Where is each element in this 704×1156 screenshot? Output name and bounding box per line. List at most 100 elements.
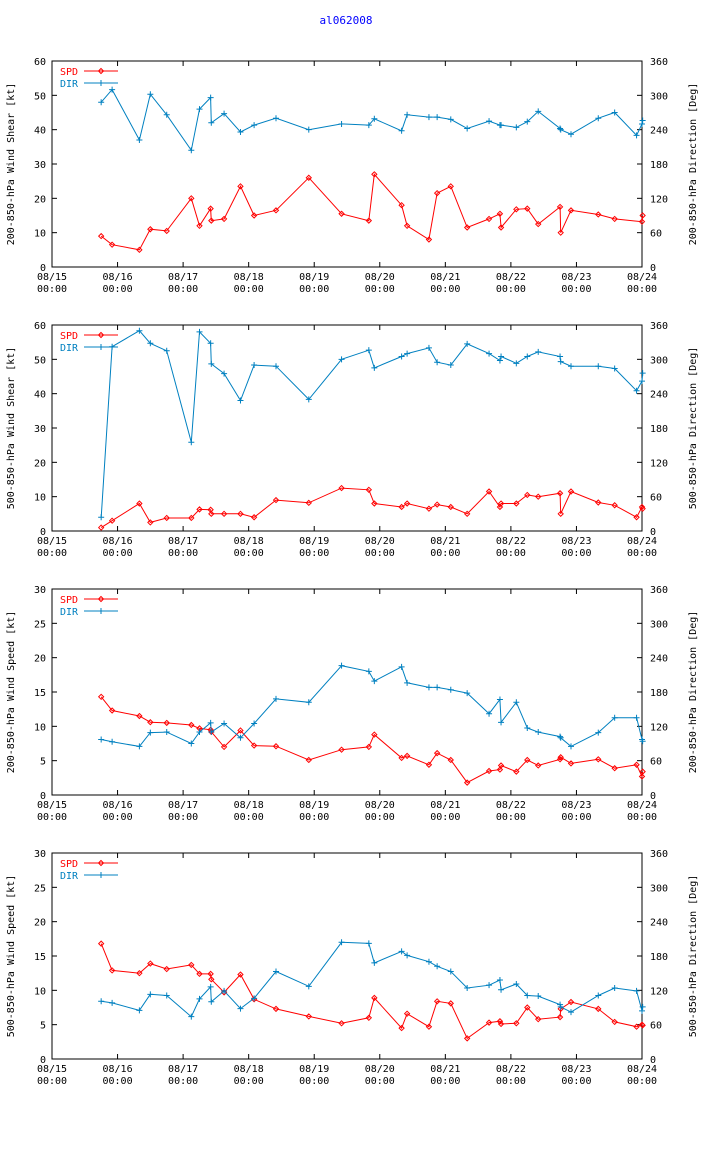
spd-point — [398, 754, 405, 762]
spd-point — [136, 500, 143, 507]
x-tick-label-time: 00:00 — [430, 812, 460, 823]
spd-point — [208, 217, 215, 224]
spd-point — [196, 970, 203, 978]
spd-point — [638, 773, 646, 780]
dir-point — [305, 396, 312, 403]
dir-point — [371, 959, 378, 966]
chart-4: 05101520253006012018024030036008/1500:00… — [6, 849, 699, 1087]
dir-point — [147, 729, 154, 736]
dir-point — [464, 985, 471, 992]
spd-point — [611, 502, 618, 509]
x-tick-label-date: 08/19 — [299, 536, 329, 547]
x-tick-label-date: 08/16 — [103, 272, 133, 283]
spd-point — [433, 749, 441, 757]
spd-point — [595, 499, 602, 506]
y2-tick-label: 300 — [650, 355, 668, 366]
x-tick-label-time: 00:00 — [496, 548, 526, 559]
y2-tick-label: 0 — [650, 527, 656, 538]
y-tick-label: 15 — [34, 952, 46, 963]
spd-point — [524, 205, 531, 212]
spd-point — [108, 967, 116, 974]
y2-tick-label: 180 — [650, 424, 668, 435]
spd-line — [100, 487, 644, 529]
spd-point — [338, 484, 345, 492]
spd-point — [207, 970, 214, 978]
x-tick-label-date: 08/21 — [430, 536, 460, 547]
legend-dir-marker — [98, 344, 104, 350]
y-tick-label: 20 — [34, 654, 46, 665]
dir-point — [524, 992, 531, 999]
dir-point — [338, 662, 345, 669]
spd-point — [403, 222, 411, 230]
spd-point — [485, 215, 493, 223]
dir-point — [98, 99, 105, 106]
y2-tick-label: 120 — [650, 458, 668, 469]
y-axis-label: 500-850-hPa Wind Shear [kt] — [6, 347, 17, 510]
x-tick-label-time: 00:00 — [561, 548, 591, 559]
dir-point — [188, 740, 195, 747]
y-tick-label: 5 — [40, 757, 46, 768]
legend-spd-marker — [97, 595, 105, 603]
spd-point — [633, 1023, 640, 1030]
spd-point — [250, 514, 258, 521]
spd-point — [237, 510, 244, 518]
x-tick-label-time: 00:00 — [37, 1076, 67, 1087]
dir-point — [404, 350, 411, 357]
spd-point — [365, 486, 373, 494]
dir-point — [251, 122, 258, 129]
dir-point — [208, 119, 215, 126]
dir-point — [163, 992, 170, 999]
spd-point — [365, 1014, 373, 1022]
x-tick-label-date: 08/15 — [37, 800, 67, 811]
dir-point — [434, 684, 441, 691]
y2-tick-label: 120 — [650, 722, 668, 733]
x-tick-label-time: 00:00 — [496, 812, 526, 823]
dir-point — [196, 328, 203, 335]
x-tick-label-date: 08/22 — [496, 536, 526, 547]
y2-tick-label: 360 — [650, 57, 668, 68]
dir-line — [100, 88, 644, 152]
x-tick-label-time: 00:00 — [627, 812, 657, 823]
x-tick-label-time: 00:00 — [627, 284, 657, 295]
dir-point — [365, 347, 372, 354]
legend-spd-label: SPD — [60, 859, 78, 870]
dir-point — [338, 939, 345, 946]
dir-point — [163, 347, 170, 354]
y2-tick-label: 120 — [650, 194, 668, 205]
spd-point — [365, 743, 373, 751]
y2-tick-label: 60 — [650, 757, 662, 768]
spd-point — [556, 1013, 564, 1021]
dir-point — [639, 370, 646, 377]
dir-point — [498, 353, 505, 360]
dir-point — [98, 514, 105, 521]
spd-point — [237, 727, 244, 734]
x-tick-label-date: 08/16 — [103, 800, 133, 811]
x-tick-label-date: 08/18 — [234, 272, 264, 283]
x-tick-label-time: 00:00 — [234, 548, 264, 559]
spd-point — [611, 765, 618, 772]
spd-point — [237, 971, 244, 978]
dir-point — [496, 696, 503, 703]
dir-point — [208, 998, 215, 1005]
spd-point — [250, 742, 258, 749]
spd-point — [556, 203, 564, 211]
dir-point — [486, 982, 493, 989]
dir-point — [147, 340, 154, 347]
dir-point — [633, 987, 640, 994]
dir-point — [524, 353, 531, 360]
dir-point — [136, 327, 143, 334]
spd-point — [463, 1035, 471, 1042]
spd-point — [188, 961, 195, 969]
spd-point — [147, 226, 154, 233]
x-tick-label-date: 08/20 — [365, 1064, 395, 1075]
spd-point — [163, 227, 170, 235]
dir-point — [305, 126, 312, 133]
x-tick-label-time: 00:00 — [627, 548, 657, 559]
x-tick-label-date: 08/17 — [168, 1064, 198, 1075]
x-tick-label-time: 00:00 — [430, 548, 460, 559]
x-tick-label-time: 00:00 — [234, 812, 264, 823]
y2-tick-label: 180 — [650, 688, 668, 699]
chart-1: 010203040506006012018024030036008/1500:0… — [6, 57, 699, 295]
dir-point — [568, 363, 575, 370]
